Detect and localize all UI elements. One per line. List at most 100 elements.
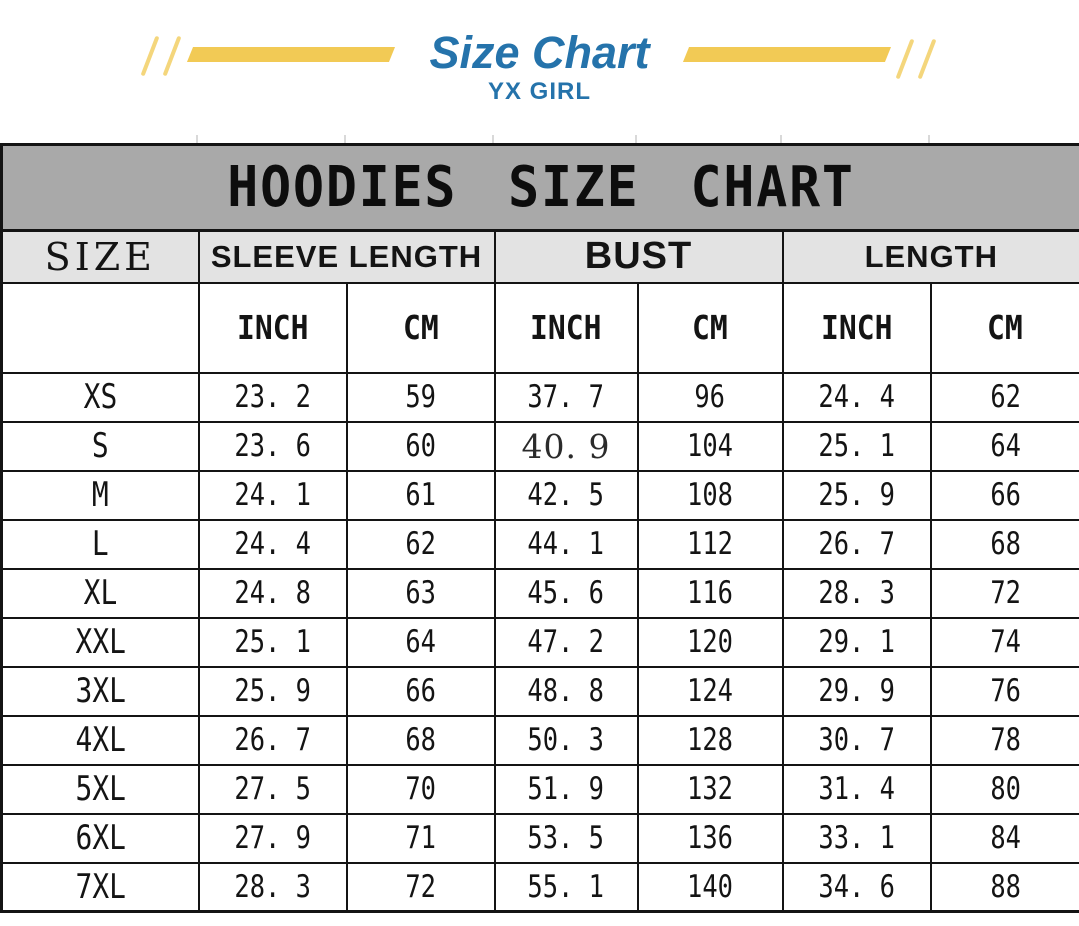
bust-cm-value: 136 xyxy=(687,820,733,856)
bust-inch-value: 45. 6 xyxy=(527,575,605,611)
grid-tick xyxy=(780,135,782,143)
length-inch-value: 31. 4 xyxy=(818,771,895,807)
column-group-row: SIZE SLEEVE LENGTH BUST LENGTH xyxy=(0,229,1079,284)
hero-header: Size Chart YX GIRL xyxy=(0,0,1079,135)
sleeve-length-inch-value: 24. 4 xyxy=(234,526,311,562)
grid-artifact-strip xyxy=(0,135,1079,143)
bust-cm-value: 132 xyxy=(687,771,733,807)
table-row: S 23. 6 60 40. 9 104 25. 1 64 xyxy=(0,420,1079,472)
sleeve-length-inch-value: 24. 8 xyxy=(234,575,311,611)
sleeve-length-cm-value: 70 xyxy=(405,771,436,807)
size-label: 3XL xyxy=(75,671,126,711)
size-label: 4XL xyxy=(75,720,126,760)
size-label: XL xyxy=(83,573,118,613)
page-title: Size Chart xyxy=(429,27,650,78)
length-inch-value: 34. 6 xyxy=(818,868,895,905)
length-inch-value: 28. 3 xyxy=(818,575,895,611)
bust-inch-value: 37. 7 xyxy=(527,379,605,415)
unit-header-row: INCH CM INCH CM INCH CM xyxy=(0,281,1079,374)
sleeve-length-cm-value: 68 xyxy=(405,722,436,758)
bust-cm-value: 128 xyxy=(687,722,733,758)
sleeve-length-cm-value: 64 xyxy=(405,624,436,660)
sleeve-length-cm-value: 59 xyxy=(405,379,436,415)
size-label: XXL xyxy=(75,622,126,662)
table-row: XL 24. 8 63 45. 6 116 28. 3 72 xyxy=(0,567,1079,619)
sleeve-length-inch-value: 28. 3 xyxy=(234,868,311,905)
sleeve-length-inch-value: 25. 1 xyxy=(234,624,311,660)
sleeve-length-cm-value: 61 xyxy=(405,477,436,513)
sleeve-length-inch-value: 26. 7 xyxy=(234,722,311,758)
size-label: S xyxy=(91,426,109,466)
sleeve-length-inch-value: 27. 5 xyxy=(234,771,311,807)
length-cm-value: 76 xyxy=(989,673,1021,709)
size-label: 7XL xyxy=(75,866,126,907)
size-table: HOODIES SIZE CHART SIZE SLEEVE LENGTH BU… xyxy=(0,143,1079,913)
sleeve-length-inch-value: 23. 2 xyxy=(234,379,311,415)
size-label: 5XL xyxy=(75,769,126,809)
length-cm-header: CM xyxy=(987,308,1024,347)
sleeve-length-cm-value: 62 xyxy=(405,526,436,562)
sleeve-length-cm-value: 66 xyxy=(405,673,436,709)
bust-inch-value: 42. 5 xyxy=(527,477,605,513)
length-cm-value: 84 xyxy=(989,820,1021,856)
length-cm-value: 66 xyxy=(989,477,1021,513)
bust-inch-value: 51. 9 xyxy=(527,771,605,807)
size-label: XS xyxy=(83,377,118,417)
bust-cm-value: 104 xyxy=(687,428,733,464)
length-cm-value: 62 xyxy=(989,379,1021,415)
bust-cm-value: 120 xyxy=(687,624,733,660)
sleeve-length-inch-value: 25. 9 xyxy=(234,673,311,709)
bust-inch-value: 47. 2 xyxy=(527,624,605,660)
grid-tick xyxy=(344,135,346,143)
length-cm-value: 68 xyxy=(989,526,1021,562)
bust-cm-value: 96 xyxy=(694,379,726,415)
table-row: 7XL 28. 3 72 55. 1 140 34. 6 88 xyxy=(0,861,1079,913)
bust-inch-value: 55. 1 xyxy=(527,868,605,905)
length-inch-value: 29. 1 xyxy=(818,624,895,660)
length-inch-value: 26. 7 xyxy=(818,526,895,562)
length-inch-header: INCH xyxy=(820,308,893,347)
length-inch-value: 25. 1 xyxy=(818,428,895,464)
table-banner-title: HOODIES SIZE CHART xyxy=(227,154,855,220)
col-header-length: LENGTH xyxy=(864,238,998,274)
length-cm-value: 64 xyxy=(989,428,1021,464)
sleeve-length-inch-value: 23. 6 xyxy=(234,428,311,464)
banner-row: HOODIES SIZE CHART xyxy=(0,143,1079,232)
sleeve-length-cm-value: 71 xyxy=(405,820,436,856)
table-row: XS 23. 2 59 37. 7 96 24. 4 62 xyxy=(0,371,1079,423)
table-row: 5XL 27. 5 70 51. 9 132 31. 4 80 xyxy=(0,763,1079,815)
grid-tick xyxy=(196,135,198,143)
size-label: 6XL xyxy=(75,818,126,858)
size-table-body: XS 23. 2 59 37. 7 96 24. 4 62 S 23. 6 60… xyxy=(0,371,1079,913)
sleeve-cm-header: CM xyxy=(402,308,439,347)
table-row: L 24. 4 62 44. 1 112 26. 7 68 xyxy=(0,518,1079,570)
bust-inch-value: 44. 1 xyxy=(527,526,605,562)
length-cm-value: 74 xyxy=(989,624,1021,660)
sleeve-inch-header: INCH xyxy=(236,308,309,347)
decor-bar-right xyxy=(682,47,892,62)
length-cm-value: 80 xyxy=(989,771,1021,807)
length-inch-value: 25. 9 xyxy=(818,477,895,513)
grid-tick xyxy=(635,135,637,143)
length-inch-value: 30. 7 xyxy=(818,722,895,758)
sleeve-length-cm-value: 72 xyxy=(405,868,436,905)
length-inch-value: 33. 1 xyxy=(818,820,895,856)
table-row: 4XL 26. 7 68 50. 3 128 30. 7 78 xyxy=(0,714,1079,766)
grid-tick xyxy=(928,135,930,143)
bust-inch-header: INCH xyxy=(530,308,602,347)
table-row: 6XL 27. 9 71 53. 5 136 33. 1 84 xyxy=(0,812,1079,864)
grid-tick xyxy=(492,135,494,143)
length-cm-value: 78 xyxy=(989,722,1021,758)
bust-inch-value: 50. 3 xyxy=(527,722,605,758)
empty-corner-cell xyxy=(0,281,200,374)
table-row: 3XL 25. 9 66 48. 8 124 29. 9 76 xyxy=(0,665,1079,717)
bust-cm-value: 108 xyxy=(687,477,733,513)
size-label: L xyxy=(91,524,109,564)
sleeve-length-cm-value: 63 xyxy=(405,575,436,611)
bust-inch-value: 40. 9 xyxy=(521,426,611,466)
bust-cm-value: 124 xyxy=(687,673,733,709)
sleeve-length-cm-value: 60 xyxy=(405,428,436,464)
col-header-size: SIZE xyxy=(44,234,156,279)
table-row: M 24. 1 61 42. 5 108 25. 9 66 xyxy=(0,469,1079,521)
